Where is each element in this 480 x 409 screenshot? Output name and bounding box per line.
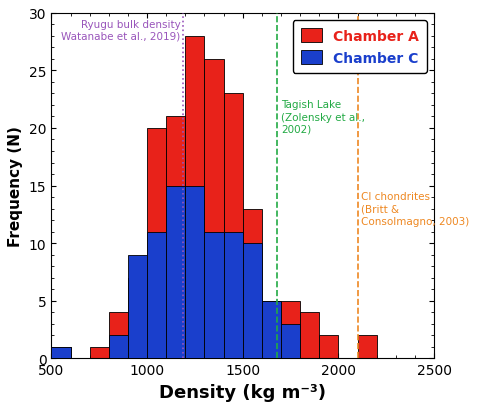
- Bar: [243, 243, 262, 358]
- Bar: [109, 312, 128, 358]
- Bar: [204, 232, 224, 358]
- Bar: [281, 301, 300, 358]
- Bar: [166, 186, 185, 358]
- Bar: [319, 335, 338, 358]
- Bar: [128, 278, 147, 358]
- Bar: [51, 347, 71, 358]
- Bar: [185, 186, 204, 358]
- Bar: [300, 312, 319, 358]
- Bar: [262, 301, 281, 358]
- Y-axis label: Frequency (N): Frequency (N): [8, 126, 24, 246]
- Bar: [90, 347, 109, 358]
- Bar: [224, 94, 243, 358]
- X-axis label: Density (kg m⁻³): Density (kg m⁻³): [159, 383, 326, 401]
- Bar: [109, 335, 128, 358]
- Text: Tagish Lake
(Zolensky et al.,
2002): Tagish Lake (Zolensky et al., 2002): [281, 100, 365, 135]
- Text: CI chondrites
(Britt &
Consolmagno, 2003): CI chondrites (Britt & Consolmagno, 2003…: [361, 192, 469, 227]
- Bar: [185, 37, 204, 358]
- Bar: [128, 255, 147, 358]
- Bar: [147, 232, 166, 358]
- Bar: [204, 60, 224, 358]
- Bar: [243, 209, 262, 358]
- Bar: [281, 324, 300, 358]
- Bar: [262, 301, 281, 358]
- Bar: [166, 117, 185, 358]
- Bar: [224, 232, 243, 358]
- Text: Ryugu bulk density
Watanabe et al., 2019): Ryugu bulk density Watanabe et al., 2019…: [61, 20, 180, 42]
- Bar: [51, 347, 71, 358]
- Legend: Chamber A, Chamber C: Chamber A, Chamber C: [293, 21, 427, 74]
- Bar: [358, 335, 377, 358]
- Bar: [147, 129, 166, 358]
